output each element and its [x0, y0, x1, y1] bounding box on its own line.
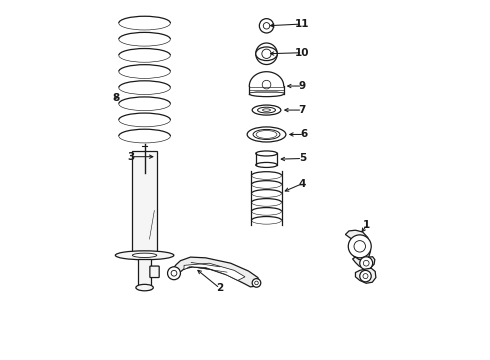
Ellipse shape	[256, 131, 277, 138]
Ellipse shape	[132, 253, 157, 257]
Circle shape	[363, 274, 368, 279]
Ellipse shape	[256, 47, 277, 60]
Polygon shape	[172, 257, 259, 287]
Polygon shape	[353, 257, 375, 269]
Ellipse shape	[259, 132, 274, 137]
Ellipse shape	[256, 151, 277, 156]
Circle shape	[252, 279, 261, 287]
Circle shape	[256, 43, 277, 64]
Ellipse shape	[256, 162, 277, 167]
Ellipse shape	[263, 109, 270, 111]
Ellipse shape	[253, 130, 280, 139]
FancyBboxPatch shape	[138, 259, 151, 289]
Text: 4: 4	[299, 179, 306, 189]
Ellipse shape	[252, 105, 281, 115]
Polygon shape	[345, 230, 370, 262]
Text: 2: 2	[216, 283, 223, 293]
Text: 3: 3	[128, 152, 135, 162]
Ellipse shape	[115, 251, 174, 260]
Text: 8: 8	[112, 93, 120, 103]
Circle shape	[171, 270, 177, 276]
Circle shape	[364, 260, 369, 266]
Ellipse shape	[136, 284, 153, 291]
Circle shape	[262, 49, 271, 58]
Circle shape	[259, 19, 274, 33]
Circle shape	[262, 80, 271, 89]
Text: 6: 6	[300, 130, 308, 139]
FancyBboxPatch shape	[150, 266, 159, 278]
Text: 7: 7	[299, 105, 306, 115]
Circle shape	[354, 240, 366, 252]
Polygon shape	[184, 263, 245, 280]
Ellipse shape	[258, 107, 275, 113]
Circle shape	[255, 281, 258, 285]
Text: 5: 5	[299, 153, 306, 163]
Circle shape	[360, 257, 373, 270]
Circle shape	[360, 270, 371, 282]
FancyBboxPatch shape	[132, 151, 157, 253]
Text: 9: 9	[299, 81, 306, 91]
Circle shape	[348, 235, 371, 258]
Circle shape	[263, 23, 270, 29]
Circle shape	[168, 267, 180, 280]
Text: 10: 10	[295, 48, 310, 58]
Polygon shape	[355, 268, 376, 283]
Text: 11: 11	[295, 19, 310, 29]
Ellipse shape	[247, 127, 286, 142]
Circle shape	[262, 49, 271, 58]
Text: 1: 1	[363, 220, 370, 230]
